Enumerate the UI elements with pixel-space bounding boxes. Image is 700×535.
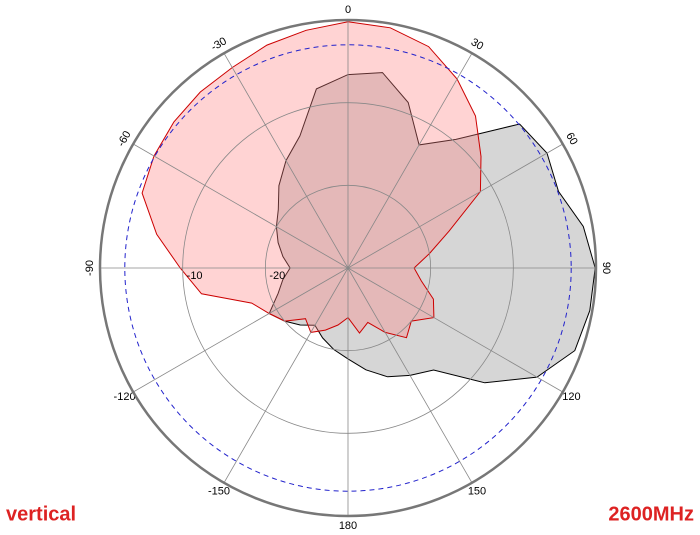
spoke (347, 53, 473, 269)
ring (182, 102, 514, 434)
spoke (347, 143, 563, 269)
spoke (223, 267, 349, 483)
outer-ring (98, 18, 598, 518)
angle-label: 30 (469, 36, 486, 53)
reference-ring (124, 44, 572, 492)
angle-label: -90 (84, 260, 96, 276)
ring (264, 184, 432, 352)
angle-label: 0 (345, 4, 351, 16)
spoke (347, 267, 563, 393)
angle-label: 180 (339, 520, 357, 530)
angle-label: 60 (563, 131, 580, 148)
spoke (133, 143, 349, 269)
corner-label-left: vertical (6, 503, 76, 525)
spoke (223, 53, 349, 269)
ring-label: -20 (269, 270, 285, 282)
angle-label: 120 (562, 391, 580, 403)
ring-label: -10 (187, 270, 203, 282)
angle-label: -120 (114, 391, 136, 403)
angle-label: 150 (468, 485, 486, 497)
angle-label: 90 (600, 262, 612, 274)
spoke (347, 267, 473, 483)
spoke (133, 267, 349, 393)
corner-label-right: 2600MHz (608, 503, 694, 525)
angle-label: -150 (208, 485, 230, 497)
